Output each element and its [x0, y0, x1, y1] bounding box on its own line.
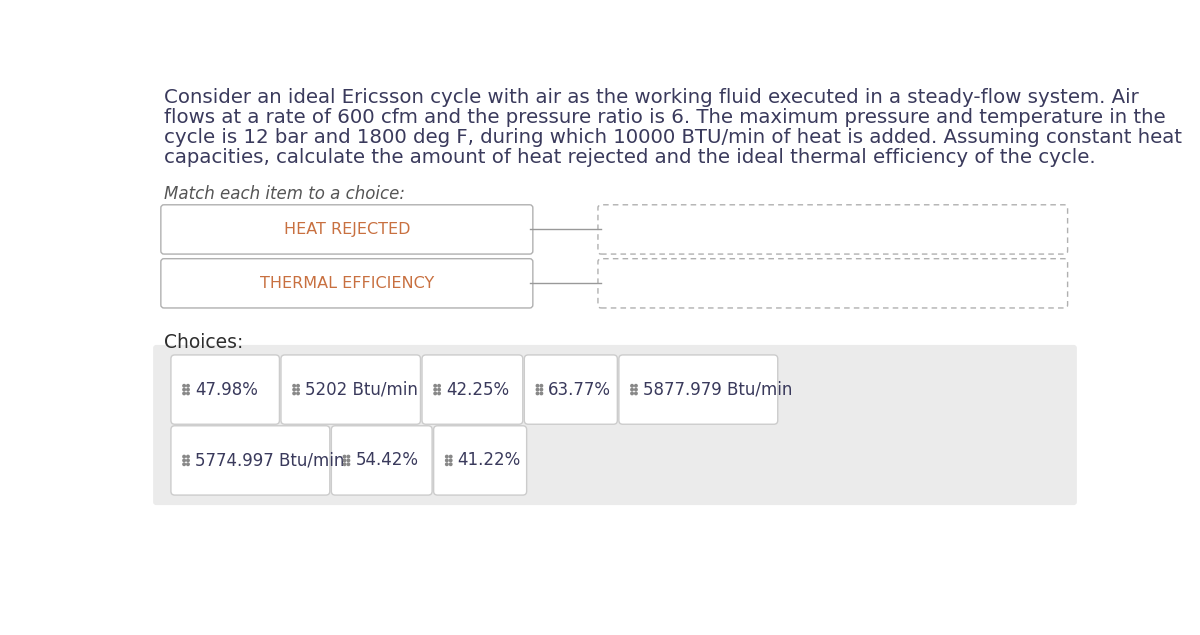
FancyBboxPatch shape [170, 355, 280, 424]
Circle shape [182, 455, 185, 458]
Circle shape [187, 385, 190, 387]
Circle shape [187, 455, 190, 458]
Text: flows at a rate of 600 cfm and the pressure ratio is 6. The maximum pressure and: flows at a rate of 600 cfm and the press… [164, 108, 1165, 127]
Circle shape [182, 392, 185, 395]
Circle shape [438, 389, 440, 391]
Text: Match each item to a choice:: Match each item to a choice: [164, 185, 404, 203]
Text: 47.98%: 47.98% [194, 380, 258, 399]
FancyBboxPatch shape [161, 258, 533, 308]
Text: 63.77%: 63.77% [548, 380, 611, 399]
Text: 41.22%: 41.22% [457, 451, 521, 469]
Circle shape [450, 459, 452, 462]
Circle shape [536, 385, 539, 387]
Circle shape [343, 459, 346, 462]
FancyBboxPatch shape [433, 426, 527, 495]
Circle shape [631, 389, 634, 391]
Circle shape [182, 385, 185, 387]
Text: 5774.997 Btu/min: 5774.997 Btu/min [194, 451, 344, 469]
Circle shape [296, 385, 299, 387]
Circle shape [445, 463, 448, 465]
Circle shape [434, 389, 437, 391]
Text: 42.25%: 42.25% [446, 380, 509, 399]
Text: 54.42%: 54.42% [355, 451, 419, 469]
Circle shape [540, 385, 542, 387]
Circle shape [536, 389, 539, 391]
Circle shape [187, 459, 190, 462]
Text: capacities, calculate the amount of heat rejected and the ideal thermal efficien: capacities, calculate the amount of heat… [164, 148, 1096, 167]
Circle shape [296, 389, 299, 391]
Text: Consider an ideal Ericsson cycle with air as the working fluid executed in a ste: Consider an ideal Ericsson cycle with ai… [164, 88, 1139, 107]
Circle shape [347, 459, 349, 462]
Text: HEAT REJECTED: HEAT REJECTED [283, 222, 410, 237]
Circle shape [187, 389, 190, 391]
Text: THERMAL EFFICIENCY: THERMAL EFFICIENCY [259, 276, 434, 291]
Circle shape [540, 389, 542, 391]
Circle shape [182, 459, 185, 462]
Circle shape [347, 463, 349, 465]
Circle shape [343, 463, 346, 465]
Circle shape [293, 385, 295, 387]
FancyBboxPatch shape [619, 355, 778, 424]
Text: 5877.979 Btu/min: 5877.979 Btu/min [643, 380, 792, 399]
Circle shape [445, 459, 448, 462]
Circle shape [635, 385, 637, 387]
Circle shape [182, 389, 185, 391]
FancyBboxPatch shape [598, 258, 1068, 308]
Circle shape [293, 389, 295, 391]
FancyBboxPatch shape [170, 426, 330, 495]
FancyBboxPatch shape [331, 426, 432, 495]
Circle shape [296, 392, 299, 395]
Circle shape [434, 385, 437, 387]
FancyBboxPatch shape [281, 355, 420, 424]
Circle shape [434, 392, 437, 395]
Text: cycle is 12 bar and 1800 deg F, during which 10000 BTU/min of heat is added. Ass: cycle is 12 bar and 1800 deg F, during w… [164, 128, 1182, 147]
Text: 5202 Btu/min: 5202 Btu/min [305, 380, 418, 399]
FancyBboxPatch shape [524, 355, 617, 424]
Text: Choices:: Choices: [164, 333, 244, 352]
FancyBboxPatch shape [154, 345, 1076, 505]
Circle shape [438, 392, 440, 395]
Circle shape [635, 392, 637, 395]
Circle shape [182, 463, 185, 465]
Circle shape [187, 463, 190, 465]
FancyBboxPatch shape [598, 205, 1068, 254]
Circle shape [438, 385, 440, 387]
Circle shape [536, 392, 539, 395]
Circle shape [631, 392, 634, 395]
Circle shape [540, 392, 542, 395]
Circle shape [445, 455, 448, 458]
Circle shape [450, 463, 452, 465]
FancyBboxPatch shape [422, 355, 523, 424]
Circle shape [347, 455, 349, 458]
Circle shape [450, 455, 452, 458]
Circle shape [631, 385, 634, 387]
Circle shape [187, 392, 190, 395]
FancyBboxPatch shape [161, 205, 533, 254]
Circle shape [635, 389, 637, 391]
Circle shape [343, 455, 346, 458]
Circle shape [293, 392, 295, 395]
